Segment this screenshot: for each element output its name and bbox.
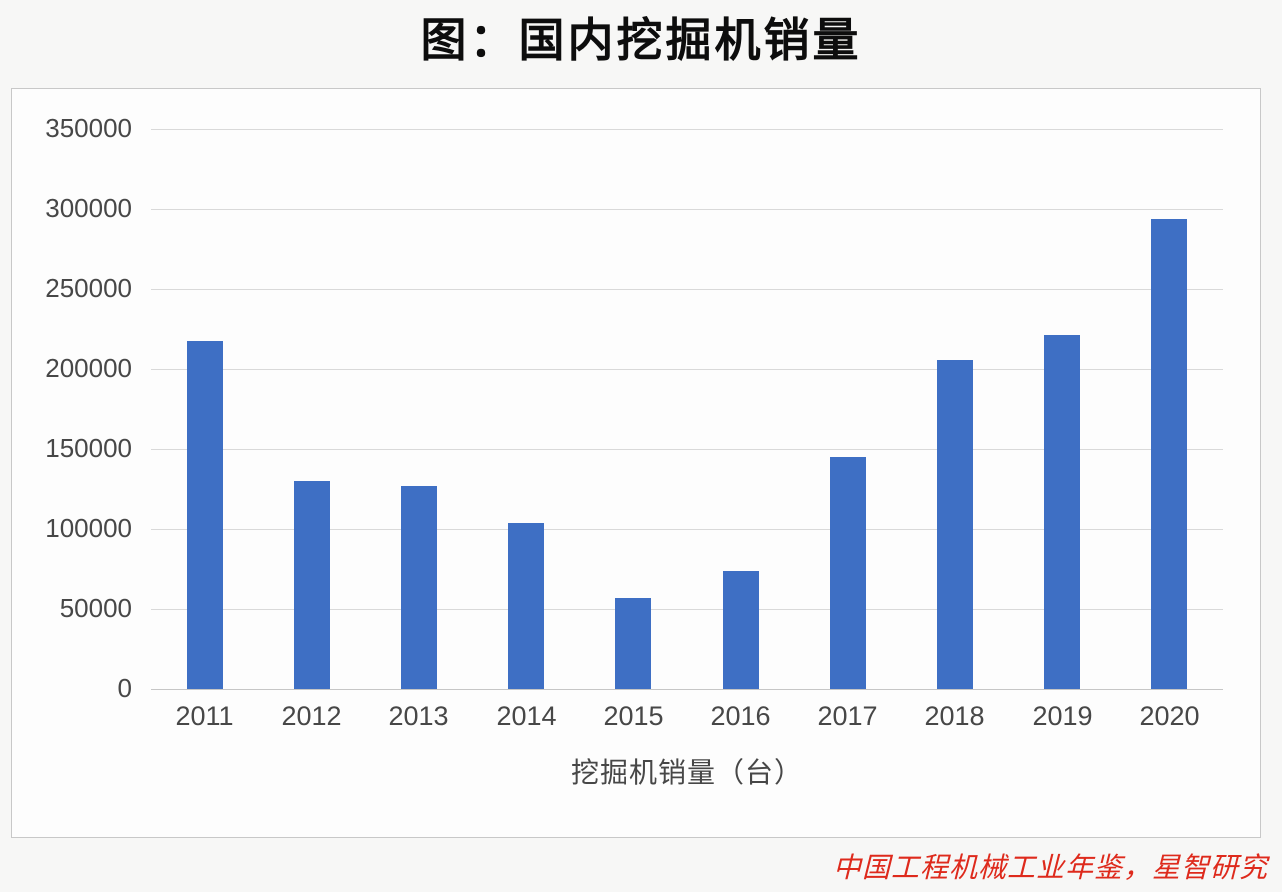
bar-2019 <box>1044 335 1080 689</box>
bar-2011 <box>187 341 223 689</box>
chart-title: 图：国内挖掘机销量 <box>420 14 862 66</box>
bar-2017 <box>830 457 866 689</box>
bar-2016 <box>723 571 759 689</box>
y-axis-tick-label: 200000 <box>45 352 132 383</box>
x-axis-tick-label: 2015 <box>603 701 664 731</box>
source-note: 中国工程机械工业年鉴，星智研究 <box>832 852 1268 883</box>
x-axis-tick-label: 2018 <box>924 701 985 731</box>
bar-2014 <box>508 523 544 689</box>
gridline <box>151 529 1223 530</box>
x-axis-title: 挖掘机销量（台） <box>570 757 803 788</box>
gridline <box>151 209 1223 210</box>
gridline <box>151 369 1223 370</box>
gridline <box>151 289 1223 290</box>
chart-frame: 挖掘机销量（台） 0 50000 100000 150000 200000 250000 3… <box>11 88 1261 838</box>
gridline <box>151 449 1223 450</box>
x-axis-tick-label: 2019 <box>1032 701 1093 731</box>
x-axis-tick-label: 2017 <box>817 701 878 731</box>
x-axis-line <box>151 689 1223 690</box>
bar-2012 <box>294 481 330 689</box>
y-axis-tick-label: 350000 <box>45 112 132 143</box>
y-axis-tick-label: 50000 <box>59 592 132 623</box>
y-axis-tick-label: 150000 <box>45 432 132 463</box>
bar-2013 <box>401 486 437 689</box>
gridline <box>151 609 1223 610</box>
gridline <box>151 129 1223 130</box>
y-axis-tick-label: 300000 <box>45 192 132 223</box>
x-axis-tick-label: 2016 <box>710 701 771 731</box>
x-axis-tick-label: 2011 <box>175 701 234 731</box>
x-axis-tick-label: 2013 <box>388 701 449 731</box>
x-axis-tick-label: 2020 <box>1139 701 1200 731</box>
x-axis-tick-label: 2012 <box>281 701 342 731</box>
y-axis-tick-label: 250000 <box>45 272 132 303</box>
y-axis-tick-label: 100000 <box>45 512 132 543</box>
y-axis-tick-label: 0 <box>117 672 132 703</box>
bar-2015 <box>615 598 651 689</box>
x-axis-tick-label: 2014 <box>496 701 557 731</box>
bar-2020 <box>1151 219 1187 689</box>
bar-2018 <box>937 360 973 689</box>
